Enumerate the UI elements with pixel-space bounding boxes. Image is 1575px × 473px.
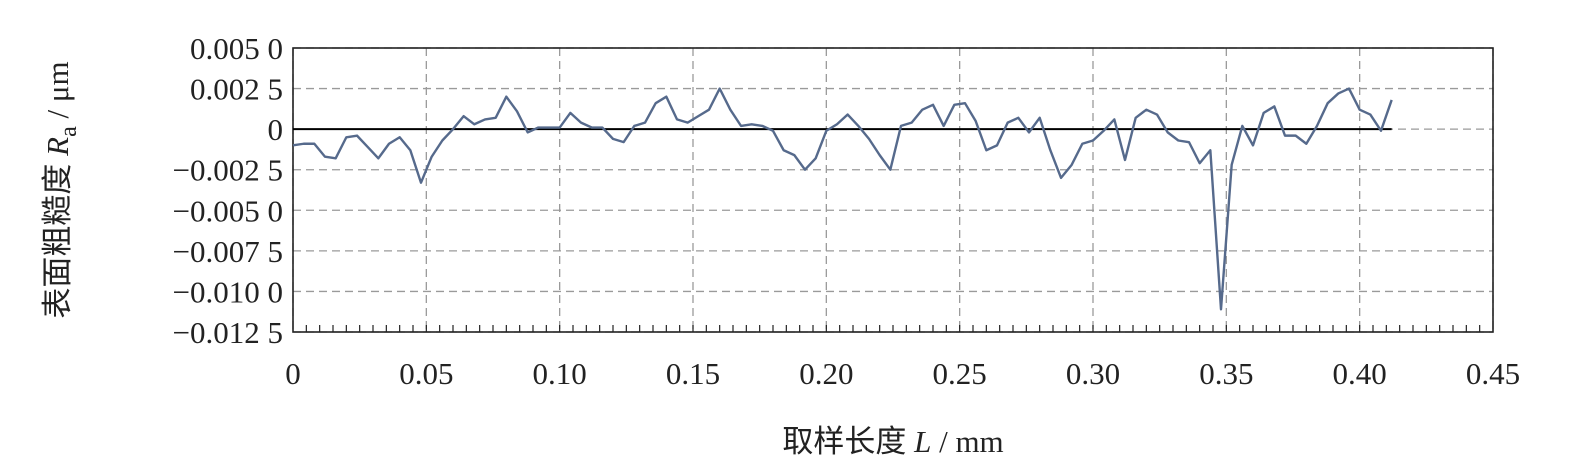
y-label-unit: / μm — [40, 61, 75, 126]
y-label-text: 表面粗糙度 — [40, 156, 75, 319]
x-tick-label: 0.45 — [1466, 356, 1520, 391]
data-line — [292, 87, 1393, 311]
y-tick-label: 0.002 5 — [190, 72, 283, 107]
y-label-subscript: a — [56, 126, 82, 137]
x-label-symbol: L — [913, 424, 931, 459]
y-tick-label: 0.005 0 — [190, 31, 283, 66]
y-tick-label: 0 — [268, 112, 284, 147]
y-tick-label: −0.005 0 — [173, 193, 283, 228]
x-tick-label: 0.25 — [933, 356, 987, 391]
x-label-unit: / mm — [931, 424, 1003, 459]
x-label-text: 取样长度 — [782, 424, 914, 459]
x-tick-label: 0.15 — [666, 356, 720, 391]
y-label-symbol: R — [40, 137, 75, 157]
x-tick-label: 0 — [285, 356, 301, 391]
y-axis-label: 表面粗糙度 Ra / μm — [40, 61, 82, 318]
x-tick-label: 0.05 — [399, 356, 453, 391]
plot-frame — [292, 47, 1494, 333]
x-axis-label: 取样长度 L / mm — [782, 424, 1003, 459]
y-tick-label: −0.010 0 — [173, 274, 283, 309]
y-tick-label: −0.007 5 — [173, 234, 283, 269]
y-tick-label: −0.002 5 — [173, 153, 283, 188]
x-tick-label: 0.20 — [799, 356, 853, 391]
x-tick-label: 0.40 — [1333, 356, 1387, 391]
y-tick-label: −0.012 5 — [173, 315, 283, 350]
x-tick-label: 0.30 — [1066, 356, 1120, 391]
x-tick-label: 0.10 — [533, 356, 587, 391]
x-tick-label: 0.35 — [1199, 356, 1253, 391]
